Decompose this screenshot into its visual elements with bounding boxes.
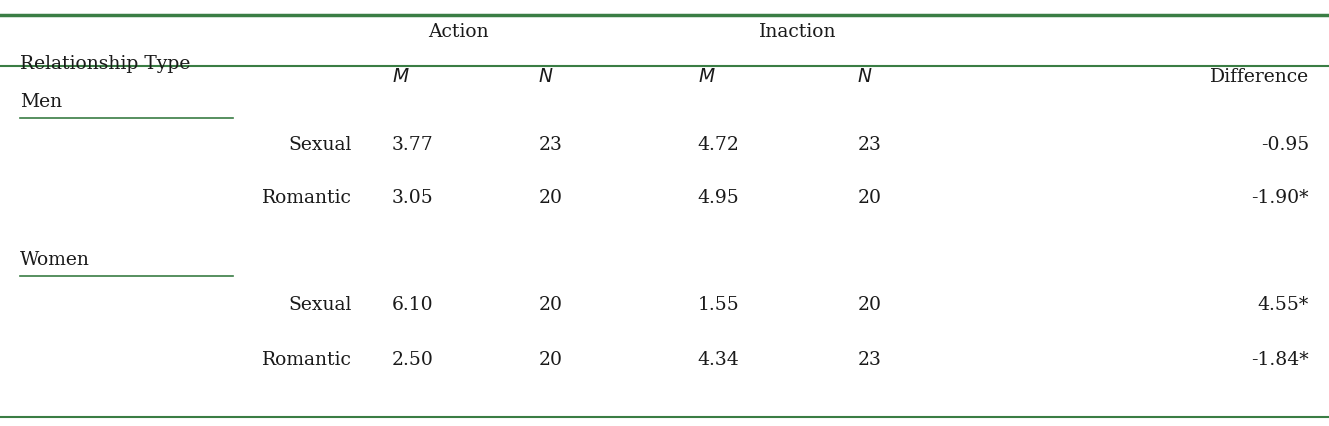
Text: -1.84*: -1.84*: [1252, 351, 1309, 369]
Text: 4.34: 4.34: [698, 351, 739, 369]
Text: 4.72: 4.72: [698, 136, 740, 154]
Text: Action: Action: [428, 23, 489, 41]
Text: 20: 20: [857, 189, 881, 207]
Text: Difference: Difference: [1209, 68, 1309, 86]
Text: 20: 20: [538, 296, 562, 314]
Text: 4.95: 4.95: [698, 189, 739, 207]
Text: Inaction: Inaction: [759, 23, 836, 41]
Text: 3.77: 3.77: [392, 136, 433, 154]
Text: Sexual: Sexual: [288, 296, 352, 314]
Text: 23: 23: [857, 351, 881, 369]
Text: Relationship Type: Relationship Type: [20, 55, 190, 73]
Text: 1.55: 1.55: [698, 296, 739, 314]
Text: Men: Men: [20, 93, 62, 111]
Text: 20: 20: [538, 189, 562, 207]
Text: Romantic: Romantic: [262, 351, 352, 369]
Text: 23: 23: [857, 136, 881, 154]
Text: 4.55*: 4.55*: [1257, 296, 1309, 314]
Text: Women: Women: [20, 251, 90, 269]
Text: 2.50: 2.50: [392, 351, 435, 369]
Text: -0.95: -0.95: [1261, 136, 1309, 154]
Text: 20: 20: [857, 296, 881, 314]
Text: 3.05: 3.05: [392, 189, 433, 207]
Text: -1.90*: -1.90*: [1252, 189, 1309, 207]
Text: $\mathit{M}$: $\mathit{M}$: [698, 68, 715, 86]
Text: 23: 23: [538, 136, 562, 154]
Text: $\mathit{N}$: $\mathit{N}$: [857, 68, 873, 86]
Text: 20: 20: [538, 351, 562, 369]
Text: 6.10: 6.10: [392, 296, 433, 314]
Text: Romantic: Romantic: [262, 189, 352, 207]
Text: Sexual: Sexual: [288, 136, 352, 154]
Text: $\mathit{N}$: $\mathit{N}$: [538, 68, 554, 86]
Text: $\mathit{M}$: $\mathit{M}$: [392, 68, 409, 86]
